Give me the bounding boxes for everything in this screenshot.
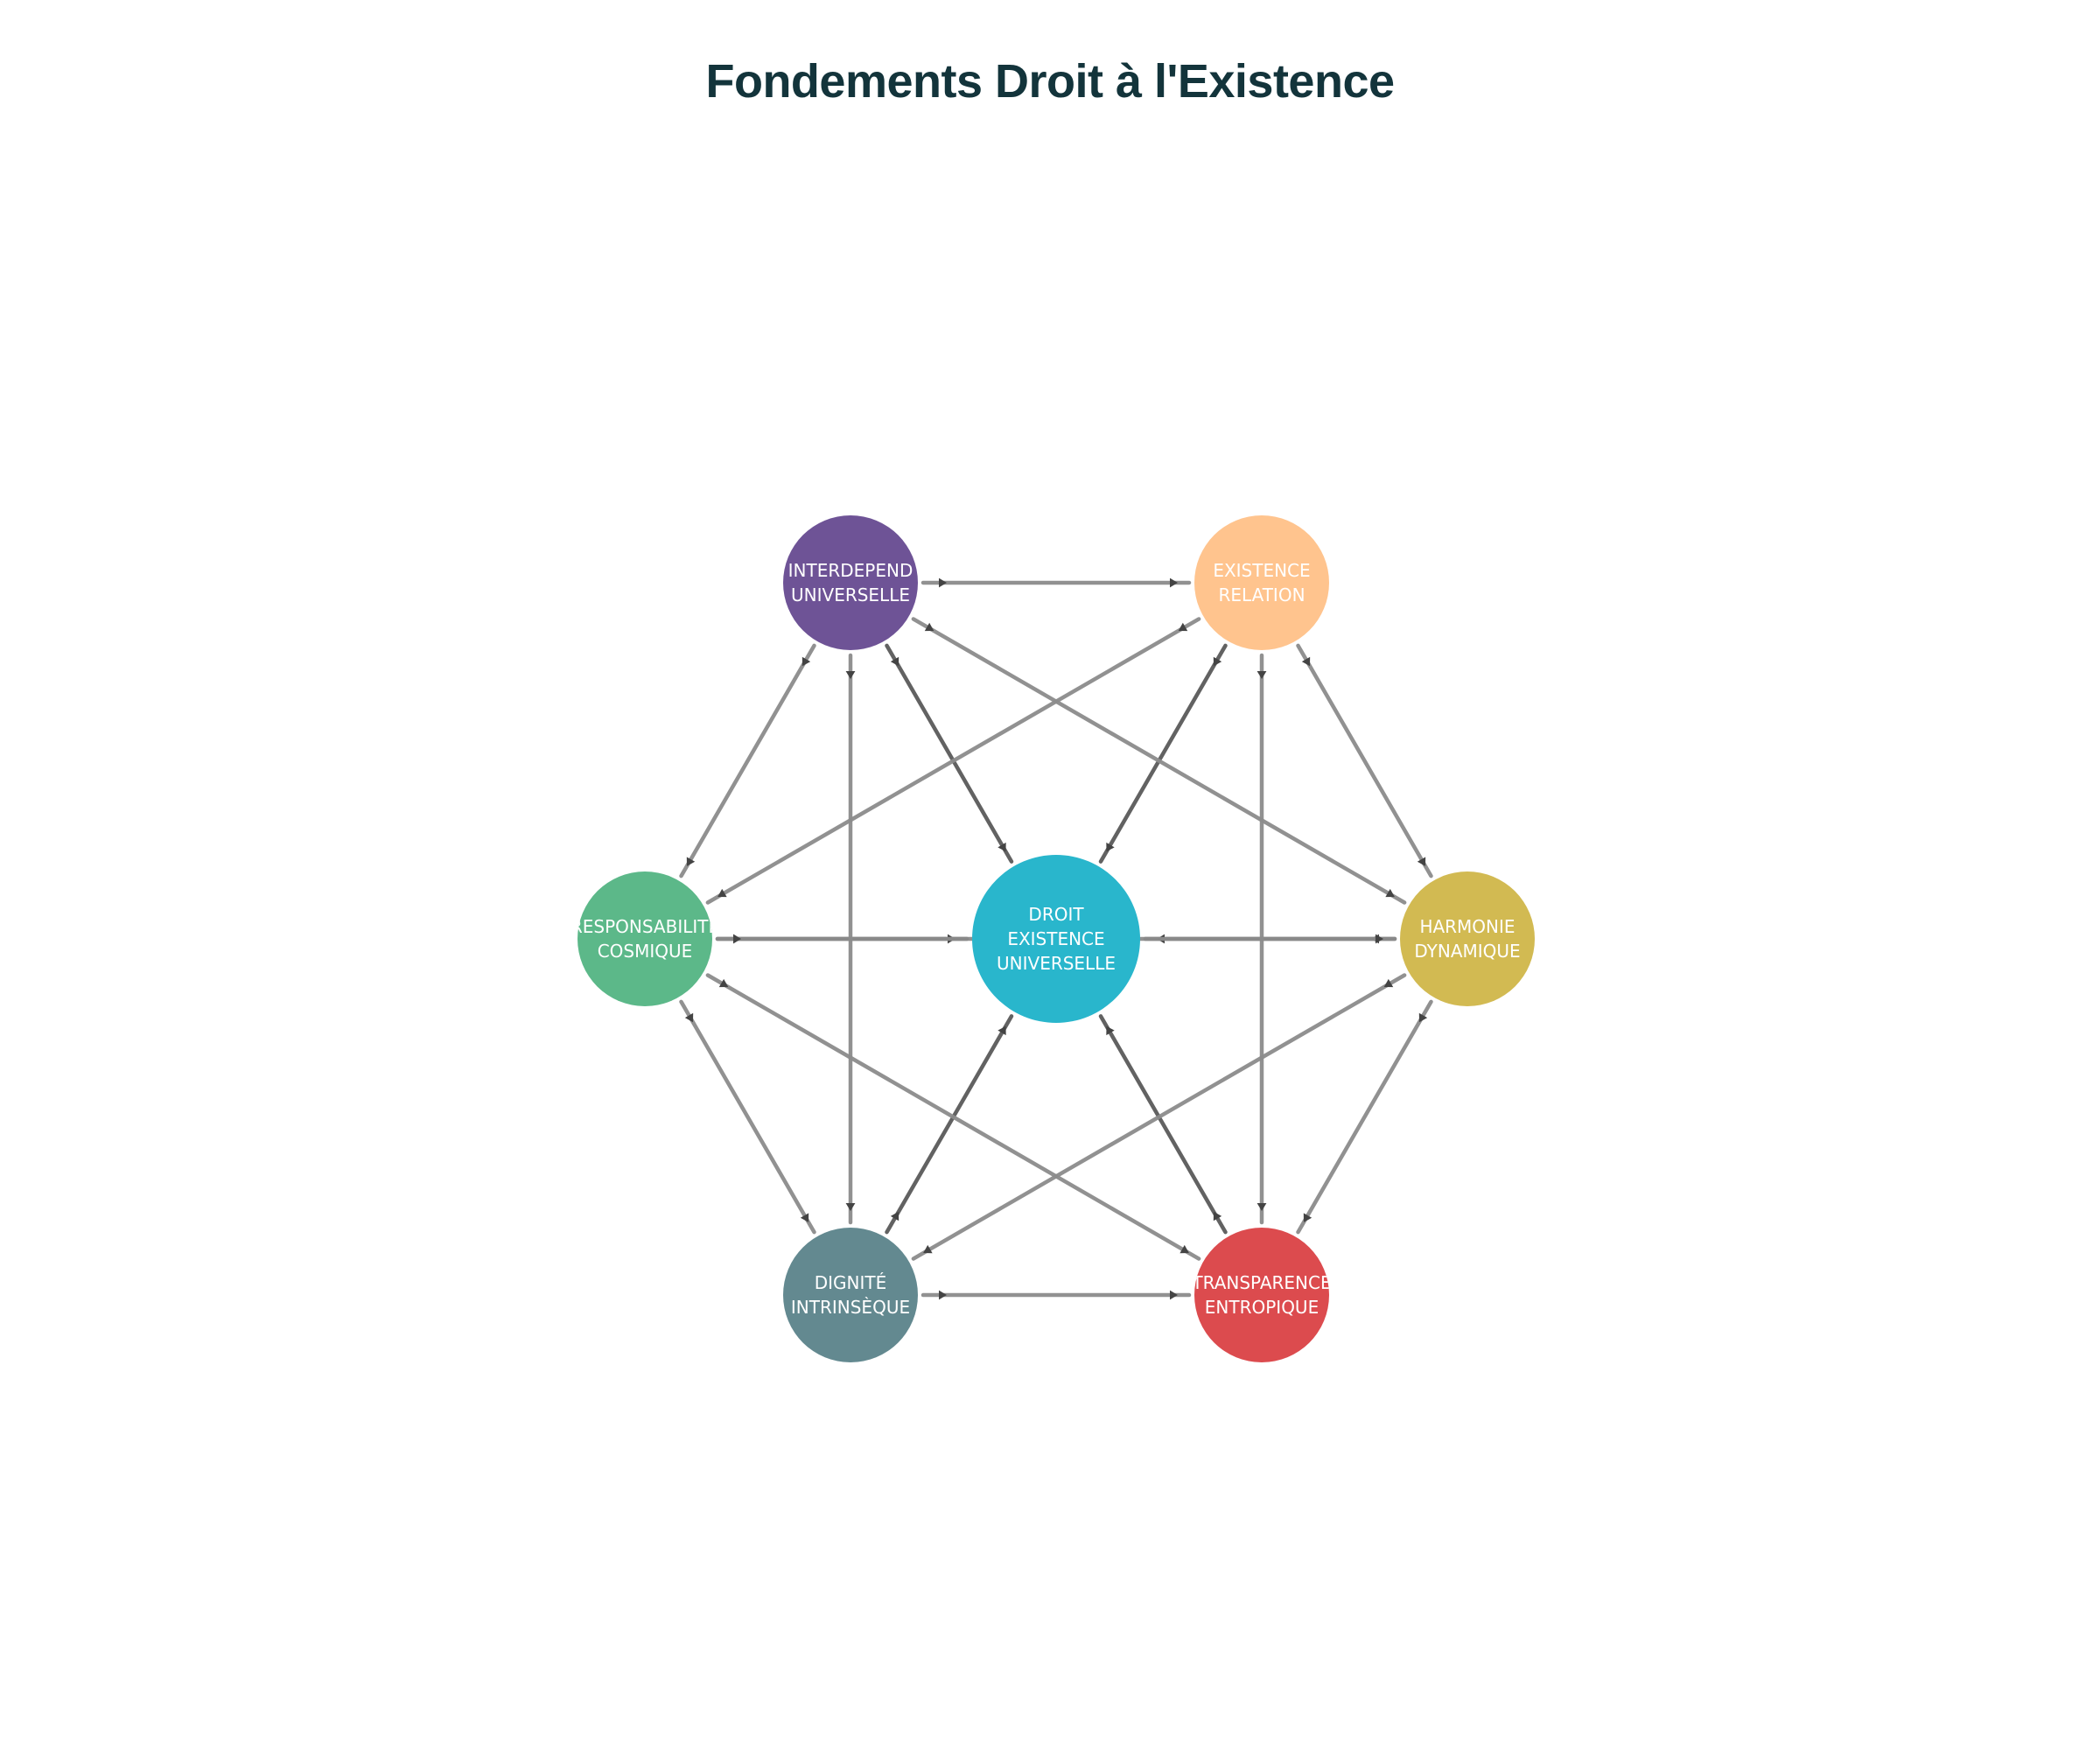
edge-interdep-center (885, 643, 1014, 864)
node-circle (578, 872, 712, 1006)
arrowhead-icon (939, 578, 947, 588)
node-label: DIGNITÉ (815, 1272, 887, 1293)
edge-interdep-harmonie (911, 617, 1407, 905)
arrowhead-icon (802, 656, 811, 667)
arrowhead-icon (845, 1203, 856, 1212)
node-label: ENTROPIQUE (1205, 1297, 1319, 1318)
node-dignite[interactable]: DIGNITÉ INTRINSÈQUE (783, 1228, 918, 1363)
node-label: DYNAMIQUE (1414, 941, 1520, 962)
node-label: RESPONSABILITÉ (570, 916, 719, 937)
node-interdep[interactable]: INTERDEPEND UNIVERSELLE (783, 514, 918, 650)
arrowhead-icon (1106, 1026, 1115, 1036)
arrowhead-icon (998, 1026, 1006, 1036)
arrowhead-icon (939, 1290, 947, 1300)
node-label: UNIVERSELLE (791, 584, 910, 606)
arrowhead-icon (733, 934, 741, 944)
edge-transparence-center (1098, 1014, 1228, 1235)
node-circle (783, 1228, 918, 1363)
arrowhead-icon (718, 888, 727, 898)
arrowhead-icon (845, 670, 856, 679)
arrowhead-icon (1213, 656, 1222, 667)
node-center[interactable]: DROIT EXISTENCE UNIVERSELLE (972, 855, 1140, 1023)
arrowhead-icon (890, 656, 900, 667)
edge-harmonie-transparence (1296, 999, 1433, 1235)
arrowhead-icon (1303, 1213, 1312, 1222)
arrowhead-icon (718, 978, 729, 988)
arrowhead-icon (1383, 978, 1394, 988)
node-label: EXISTENCE (1007, 928, 1104, 949)
edge-interdep-existence (920, 578, 1192, 588)
node-label: UNIVERSELLE (997, 953, 1116, 974)
edge-responsabilite-dignite (679, 999, 816, 1235)
node-harmonie[interactable]: HARMONIE DYNAMIQUE (1400, 872, 1535, 1006)
arrowhead-icon (800, 1213, 809, 1222)
edge-dignite-transparence (920, 1290, 1192, 1300)
diagram-title: Fondements Droit à l'Existence (705, 55, 1395, 108)
node-label: COSMIQUE (598, 941, 693, 962)
arrowhead-icon (1256, 670, 1267, 679)
arrowhead-icon (1180, 1244, 1189, 1254)
edge-dignite-center (885, 1014, 1014, 1235)
node-circle (1194, 1228, 1329, 1363)
node-circle (1194, 514, 1329, 650)
arrowhead-icon (1170, 578, 1178, 588)
edge-harmonie-dignite (911, 973, 1407, 1261)
edge-responsabilite-transparence (705, 973, 1201, 1261)
node-transparence[interactable]: TRANSPARENCE ENTROPIQUE (1191, 1228, 1331, 1363)
arrowhead-icon (924, 622, 934, 632)
arrowhead-icon (1301, 656, 1311, 667)
node-label: INTERDEPEND (788, 560, 914, 581)
arrowhead-icon (1106, 842, 1115, 852)
node-circle (1400, 872, 1535, 1006)
arrowhead-icon (1178, 622, 1188, 632)
edge-existence-center (1098, 643, 1228, 864)
arrowhead-icon (686, 857, 696, 866)
arrowhead-icon (1376, 934, 1383, 944)
nodes-layer: INTERDEPEND UNIVERSELLE EXISTENCE RELATION H… (570, 514, 1535, 1363)
node-circle (972, 855, 1140, 1023)
node-label: RELATION (1218, 584, 1305, 606)
node-existence[interactable]: EXISTENCE RELATION (1194, 514, 1329, 650)
arrowhead-icon (923, 1244, 933, 1254)
arrowhead-icon (1418, 1012, 1428, 1023)
edge-interdep-responsabilite (679, 643, 816, 878)
node-label: EXISTENCE (1213, 560, 1310, 581)
arrowhead-icon (1385, 888, 1395, 898)
arrowhead-icon (1213, 1211, 1222, 1222)
arrowhead-icon (890, 1211, 900, 1222)
node-circle (783, 514, 918, 650)
node-label: INTRINSÈQUE (791, 1297, 910, 1318)
arrowhead-icon (998, 842, 1006, 852)
edge-existence-responsabilite (705, 617, 1201, 905)
node-label: TRANSPARENCE (1191, 1272, 1331, 1293)
arrowhead-icon (1417, 857, 1426, 866)
node-label: HARMONIE (1419, 916, 1515, 937)
arrowhead-icon (684, 1012, 694, 1023)
edges-layer (679, 578, 1433, 1300)
arrowhead-icon (1256, 1203, 1267, 1212)
edge-existence-harmonie (1296, 643, 1433, 878)
arrowhead-icon (1170, 1290, 1178, 1300)
node-responsabilite[interactable]: RESPONSABILITÉ COSMIQUE (570, 872, 719, 1006)
node-label: DROIT (1028, 904, 1084, 925)
